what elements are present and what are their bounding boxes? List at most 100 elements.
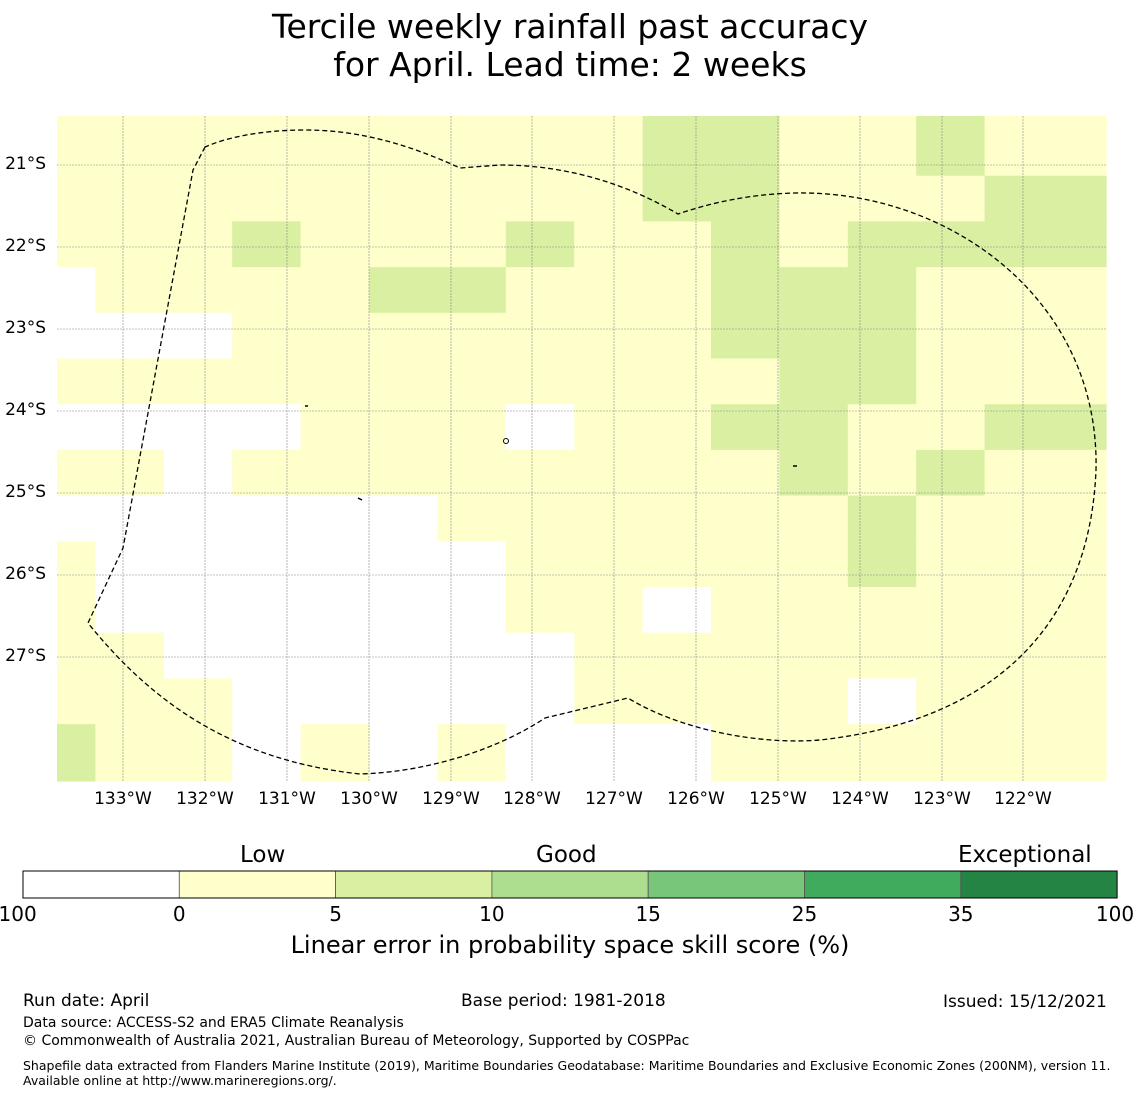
grid-cell [916,495,986,542]
grid-cell [300,495,370,542]
grid-cell [505,312,575,360]
grid-cell [916,678,986,725]
grid-cell [232,175,302,222]
grid-cell [437,449,507,497]
colorbar-tick-label: 5 [329,902,342,926]
grid-cell [437,312,507,360]
grid-cell [711,587,780,634]
grid-cell [95,267,165,314]
grid-cell [57,449,96,497]
grid-cell [984,116,1107,177]
colorbar-segment [960,870,1118,899]
grid-cell [437,587,507,634]
grid-cell [505,678,575,725]
latitude-label: 22°S [5,236,46,256]
grid-cell [437,541,507,588]
grid-cell [916,175,986,222]
grid-cell [232,632,302,679]
grid-cell [916,116,986,177]
grid-cell [95,678,165,725]
grid-cell [984,541,1107,588]
grid-cell [505,541,575,588]
latitude-label: 26°S [5,564,46,584]
grid-cell [163,175,233,222]
grid-cell [847,678,917,725]
grid-cell [984,312,1107,360]
longitude-label: 122°W [994,789,1052,809]
grid-cell [57,175,96,222]
colorbar-segment [335,870,493,899]
grid-cell [916,632,986,679]
longitude-label: 131°W [258,789,316,809]
grid-cell [642,116,712,177]
grid-cell [95,541,165,588]
grid-cell [984,404,1107,451]
latitude-label: 24°S [5,400,46,420]
grid-cell [163,116,233,177]
colorbar-tick-label: 0 [172,902,186,926]
grid-cell [369,449,438,497]
grid-cell [300,632,370,679]
grid-cell [984,449,1107,497]
grid-cell [711,632,780,679]
grid-cell [57,358,96,405]
longitude-label: 123°W [913,789,971,809]
grid-cell [847,632,917,679]
grid-cell [779,116,849,177]
grid-cell [574,267,644,314]
grid-cell [642,221,712,268]
grid-cell [163,267,233,314]
latitude-label: 23°S [5,318,46,338]
grid-cell [163,587,233,634]
grid-cell [163,404,233,451]
grid-cell [95,312,165,360]
longitude-label: 125°W [749,789,807,809]
grid-cell [437,175,507,222]
colorbar-tick-label: 25 [791,902,818,926]
issued-date: Issued: 15/12/2021 [943,992,1107,1012]
grid-cell [437,495,507,542]
grid-cell [984,632,1107,679]
grid-cell [574,312,644,360]
colorbar-category-low: Low [240,842,286,868]
island-markers [305,405,797,501]
grid-cell [163,495,233,542]
grid-cell [369,678,438,725]
grid-cell [847,587,917,634]
grid-cell [437,404,507,451]
grid-cell [95,358,165,405]
grid-cell [779,404,849,451]
longitude-label: 129°W [422,789,480,809]
grid-cell [57,678,96,725]
grid-cell [642,175,712,222]
grid-cell [642,404,712,451]
grid-cell [779,312,849,360]
grid-cell [300,175,370,222]
grid-cell [984,221,1107,268]
grid-cell [574,358,644,405]
grid-cell [711,358,780,405]
grid-cell [437,632,507,679]
grid-cell [642,587,712,634]
grid-cell [642,724,712,782]
grid-cell [711,678,780,725]
grid-cell [984,267,1107,314]
colorbar-category-good: Good [536,842,597,868]
grid-cell [574,632,644,679]
grid-cell [369,175,438,222]
grid-cell [711,175,780,222]
grid-cell [847,358,917,405]
grid-cell [984,358,1107,405]
grid-cell [574,175,644,222]
grid-cell [847,724,917,782]
grid-cell [369,404,438,451]
grid-cell [232,724,302,782]
grid-cell [779,175,849,222]
grid-cell [232,221,302,268]
longitude-label: 124°W [831,789,889,809]
grid-cell [95,116,165,177]
grid-cell [642,495,712,542]
grid-cell [711,116,780,177]
grid-cell [57,724,96,782]
